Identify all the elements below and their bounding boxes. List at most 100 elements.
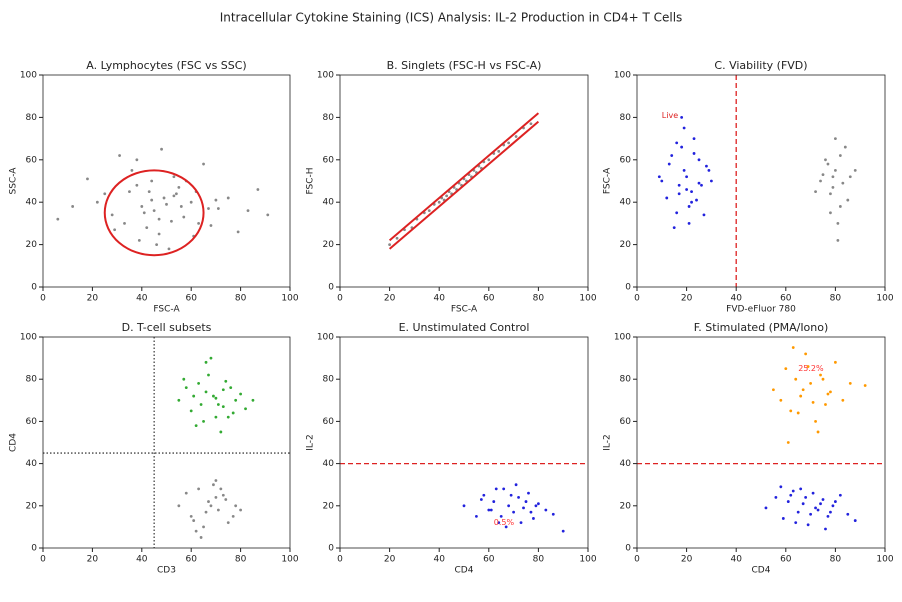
point [202, 525, 205, 529]
point [226, 415, 230, 419]
point [829, 390, 832, 394]
x-tick-label: 20 [384, 294, 396, 304]
x-tick-label: 100 [281, 555, 298, 565]
x-tick-label: 40 [136, 294, 148, 304]
point [816, 430, 820, 434]
point [224, 498, 228, 501]
x-tick-label: 100 [281, 294, 298, 304]
point [814, 506, 817, 510]
x-tick-label: 0 [634, 555, 640, 565]
point [801, 388, 805, 392]
x-tick-label: 80 [235, 294, 247, 304]
point [791, 489, 795, 493]
point [848, 175, 852, 179]
point [184, 491, 188, 495]
x-axis-label: FSC-A [153, 305, 180, 315]
point [236, 230, 240, 234]
point [821, 377, 825, 381]
point [150, 198, 154, 202]
axes-frame [339, 74, 589, 288]
point [189, 409, 193, 413]
point [199, 403, 203, 406]
point [113, 228, 117, 232]
point [774, 495, 778, 499]
point [244, 407, 247, 411]
x-tick-label: 0 [40, 294, 46, 304]
point [194, 424, 198, 428]
point [791, 346, 795, 349]
x-tick-label: 60 [483, 555, 495, 565]
point [177, 504, 181, 508]
point [189, 200, 193, 204]
point [794, 521, 798, 525]
panel: D. T-cell subsets CD3 CD4 0 20 40 60 80 100 0 20 40… [9, 321, 299, 576]
plot-area [43, 337, 290, 548]
point [256, 188, 260, 191]
point [831, 185, 835, 189]
point [863, 384, 867, 387]
point [157, 217, 161, 221]
point [804, 352, 808, 356]
point [197, 222, 201, 225]
point [172, 194, 176, 198]
point [809, 512, 812, 516]
y-axis-label: SSC-A [9, 167, 19, 195]
y-tick-label: 0 [328, 283, 334, 293]
axes-frame [339, 336, 589, 549]
point [687, 222, 691, 225]
x-tick-label: 20 [681, 555, 693, 565]
point [212, 483, 215, 487]
x-tick-label: 20 [87, 555, 99, 565]
point [707, 169, 711, 172]
panel-title: D. T-cell subsets [122, 321, 212, 334]
panel-title: E. Unstimulated Control [399, 321, 530, 334]
x-tick-label: 40 [136, 555, 148, 565]
point [814, 190, 817, 194]
plot-area [56, 147, 270, 257]
point [174, 192, 178, 196]
point [214, 479, 218, 482]
plot-area [657, 75, 857, 287]
point [836, 222, 840, 225]
point [182, 215, 186, 219]
point [231, 411, 235, 415]
x-tick-label: 80 [235, 555, 247, 565]
y-tick-label: 100 [614, 71, 631, 81]
point [219, 430, 223, 434]
point [202, 162, 205, 166]
point [507, 141, 511, 145]
plot-area [388, 112, 540, 250]
y-tick-label: 20 [620, 240, 632, 250]
point [207, 500, 210, 503]
axes-frame [42, 74, 291, 288]
point [824, 527, 827, 531]
point [826, 392, 830, 396]
panel: B. Singlets (FSC-H vs FSC-A) FSC-A FSC-H 0 2… [306, 59, 597, 315]
point [199, 536, 203, 539]
point [150, 179, 154, 183]
point [685, 188, 688, 191]
y-tick-label: 0 [328, 544, 334, 554]
point [130, 169, 134, 172]
point [831, 175, 835, 179]
point [834, 169, 837, 172]
point [202, 420, 205, 423]
point [216, 403, 220, 406]
x-axis-label: FVD-eFluor 780 [726, 305, 796, 315]
x-axis-label: CD4 [752, 566, 771, 576]
point [165, 202, 168, 206]
point [692, 137, 696, 141]
point [789, 493, 793, 497]
x-tick-label: 0 [40, 555, 46, 565]
annotation: 25.2% [798, 364, 824, 373]
point [179, 205, 183, 208]
point [118, 154, 121, 157]
point [209, 356, 213, 360]
point [507, 504, 511, 508]
point [192, 519, 196, 522]
point [514, 483, 518, 487]
point [532, 517, 535, 520]
x-tick-label: 20 [384, 555, 396, 565]
point [846, 512, 850, 516]
y-tick-label: 80 [26, 375, 38, 385]
